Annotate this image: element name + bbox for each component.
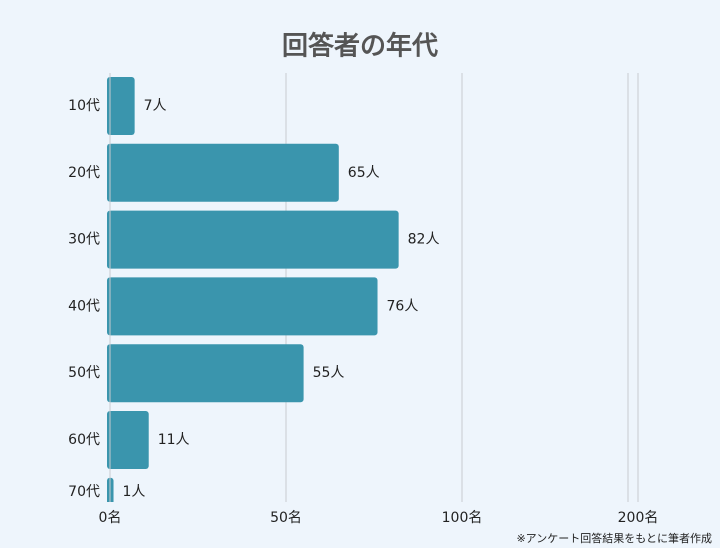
bar [107,143,339,202]
bar [107,77,135,135]
y-tick-label: 40代 [68,298,100,314]
bar [107,344,304,403]
data-label: 7人 [144,98,167,114]
data-label: 55人 [313,365,345,381]
footnote: ※アンケート回答結果をもとに筆者作成 [516,531,712,545]
data-label: 11人 [158,432,190,448]
x-tick-label: 0名 [99,510,122,526]
x-tick-label: 100名 [442,510,483,526]
y-tick-label: 10代 [68,98,100,114]
y-tick-label: 30代 [68,232,100,248]
data-label: 76人 [387,298,419,314]
y-tick-label: 50代 [68,365,100,381]
data-label: 65人 [348,165,380,181]
y-tick-label: 70代 [68,484,100,500]
data-label: 82人 [408,232,440,248]
y-tick-label: 60代 [68,432,100,448]
bar [107,210,399,269]
x-tick-label: 200名 [618,510,659,526]
y-tick-label: 20代 [68,165,100,181]
bars [107,77,399,502]
data-label: 1人 [123,484,146,500]
bar [107,411,149,469]
x-tick-label: 50名 [270,510,302,526]
chart-title: 回答者の年代 [282,31,438,62]
bar [107,277,378,336]
